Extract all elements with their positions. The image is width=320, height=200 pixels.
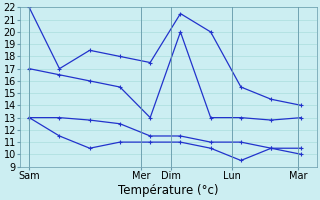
X-axis label: Température (°c): Température (°c): [118, 184, 219, 197]
